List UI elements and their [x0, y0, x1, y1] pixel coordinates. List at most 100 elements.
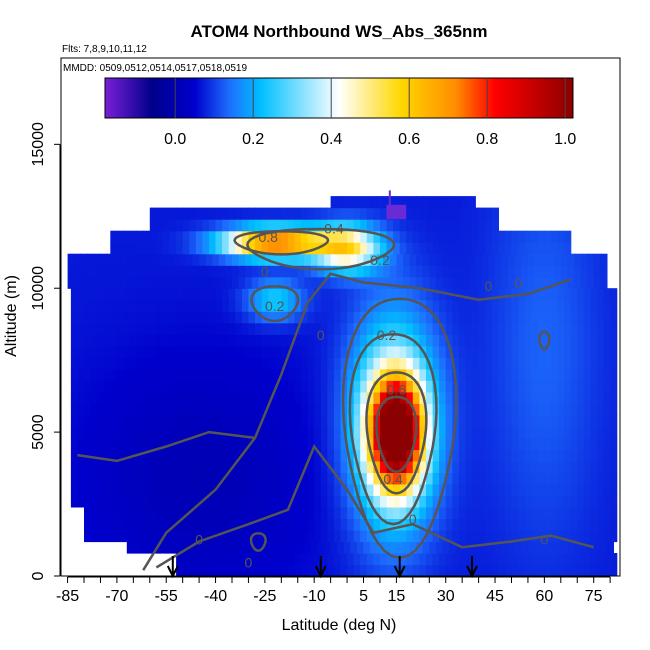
heatmap-cell [320, 288, 328, 301]
heatmap-cell [209, 345, 217, 358]
heatmap-cell [287, 219, 296, 232]
heatmap-cell [281, 368, 289, 381]
heatmap-cell [136, 530, 144, 543]
heatmap-cell [426, 518, 434, 531]
heatmap-cell [603, 345, 611, 358]
heatmap-cell [84, 518, 92, 531]
heatmap-cell [590, 334, 598, 347]
heatmap-cell [406, 391, 414, 404]
heatmap-cell [610, 460, 618, 473]
heatmap-cell [255, 414, 263, 427]
heatmap-cell [77, 426, 85, 439]
heatmap-cell [544, 518, 552, 531]
heatmap-cell [583, 288, 591, 301]
heatmap-cell [583, 564, 591, 576]
heatmap-cell [537, 564, 545, 576]
heatmap-cell [419, 553, 427, 566]
heatmap-cell [176, 207, 184, 220]
heatmap-cell [189, 414, 197, 427]
heatmap-cell [97, 506, 105, 519]
heatmap-cell [268, 288, 276, 301]
heatmap-cell [380, 403, 388, 416]
heatmap-cell [294, 242, 302, 255]
heatmap-cell [347, 207, 355, 220]
heatmap-cell [432, 460, 440, 473]
heatmap-cell [340, 230, 348, 243]
heatmap-cell [386, 403, 394, 416]
heatmap-cell [426, 380, 434, 393]
heatmap-cell [426, 345, 434, 358]
heatmap-cell [524, 242, 532, 255]
heatmap-cell [166, 265, 174, 278]
heatmap-cell [297, 253, 305, 266]
heatmap-cell [353, 345, 361, 358]
heatmap-cell [409, 196, 417, 209]
heatmap-cell [97, 426, 105, 439]
heatmap-cell [383, 276, 391, 289]
x-tick-label: 30 [437, 588, 455, 605]
heatmap-cell [472, 288, 480, 301]
heatmap-cell [110, 472, 118, 485]
heatmap-cell [70, 380, 79, 393]
heatmap-cell [340, 530, 348, 543]
heatmap-cell [419, 334, 427, 347]
heatmap-cell [287, 483, 296, 496]
heatmap-cell [524, 391, 532, 404]
heatmap-cell [432, 553, 440, 566]
heatmap-cell [429, 265, 437, 278]
heatmap-cell [439, 380, 447, 393]
heatmap-cell [366, 426, 374, 439]
heatmap-cell [380, 460, 388, 473]
heatmap-cell [511, 403, 519, 416]
heatmap-cell [143, 403, 151, 416]
heatmap-cell [222, 449, 230, 462]
heatmap-cell [610, 288, 618, 301]
heatmap-cell [202, 219, 210, 232]
heatmap-cell [600, 253, 608, 266]
heatmap-cell [564, 345, 572, 358]
heatmap-cell [166, 253, 174, 266]
heatmap-cell [130, 403, 138, 416]
heatmap-cell [590, 506, 598, 519]
heatmap-cell [123, 414, 131, 427]
heatmap-cell [182, 472, 190, 485]
heatmap-cell [215, 437, 223, 450]
heatmap-cell [472, 426, 480, 439]
heatmap-cell [524, 357, 532, 370]
heatmap-cell [77, 391, 85, 404]
heatmap-cell [103, 483, 111, 496]
heatmap-cell [531, 311, 539, 324]
heatmap-cell [531, 322, 539, 335]
heatmap-cell [550, 553, 559, 566]
heatmap-cell [485, 449, 493, 462]
heatmap-cell [498, 553, 506, 566]
heatmap-cell [518, 242, 526, 255]
heatmap-cell [363, 265, 371, 278]
heatmap-cell [537, 311, 545, 324]
heatmap-cell [307, 495, 315, 508]
heatmap-cell [597, 311, 605, 324]
heatmap-cell [333, 288, 342, 301]
heatmap-cell [268, 414, 276, 427]
heatmap-cell [399, 242, 407, 255]
heatmap-cell [248, 334, 256, 347]
contour-0 [142, 437, 256, 571]
heatmap-cell [373, 334, 381, 347]
heatmap-cell [281, 495, 289, 508]
heatmap-cell [90, 357, 98, 370]
heatmap-cell [550, 426, 559, 439]
heatmap-cell [324, 276, 332, 289]
heatmap-cell [498, 506, 506, 519]
heatmap-cell [439, 242, 447, 255]
heatmap-cell [511, 530, 519, 543]
heatmap-cell [235, 506, 243, 519]
heatmap-cell [116, 460, 125, 473]
heatmap-cell [222, 322, 230, 335]
heatmap-cell [445, 437, 453, 450]
heatmap-cell [485, 472, 493, 485]
heatmap-cell [600, 541, 608, 554]
heatmap-cell [412, 472, 420, 485]
heatmap-cell [452, 495, 460, 508]
heatmap-cell [498, 299, 506, 312]
heatmap-cell [156, 334, 164, 347]
